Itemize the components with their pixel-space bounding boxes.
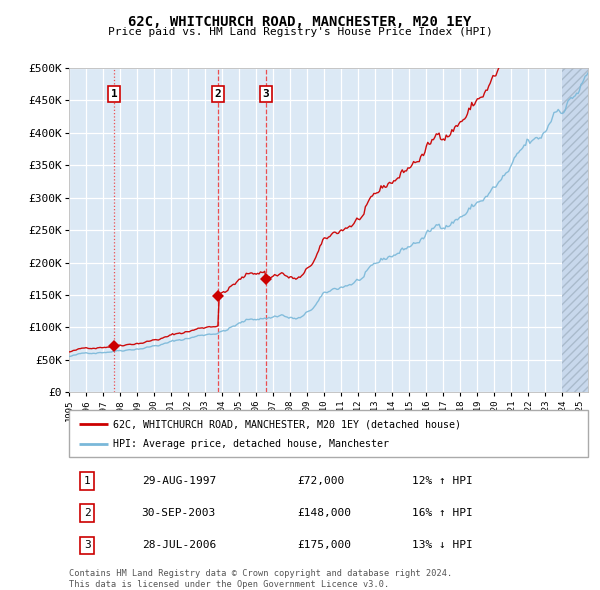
Text: 1: 1 [84, 476, 91, 486]
Text: Contains HM Land Registry data © Crown copyright and database right 2024.
This d: Contains HM Land Registry data © Crown c… [69, 569, 452, 589]
Text: 3: 3 [263, 89, 269, 99]
Text: 62C, WHITCHURCH ROAD, MANCHESTER, M20 1EY: 62C, WHITCHURCH ROAD, MANCHESTER, M20 1E… [128, 15, 472, 29]
Bar [562, 68, 588, 392]
Text: HPI: Average price, detached house, Manchester: HPI: Average price, detached house, Manc… [113, 439, 389, 449]
Text: 2: 2 [84, 509, 91, 518]
Text: 2: 2 [215, 89, 221, 99]
FancyBboxPatch shape [69, 410, 588, 457]
Text: 3: 3 [84, 540, 91, 550]
Text: £175,000: £175,000 [298, 540, 352, 550]
Text: Price paid vs. HM Land Registry's House Price Index (HPI): Price paid vs. HM Land Registry's House … [107, 27, 493, 37]
Text: 62C, WHITCHURCH ROAD, MANCHESTER, M20 1EY (detached house): 62C, WHITCHURCH ROAD, MANCHESTER, M20 1E… [113, 419, 461, 429]
Text: 16% ↑ HPI: 16% ↑ HPI [412, 509, 472, 518]
Text: 12% ↑ HPI: 12% ↑ HPI [412, 476, 472, 486]
Text: £148,000: £148,000 [298, 509, 352, 518]
Text: £72,000: £72,000 [298, 476, 344, 486]
Text: 13% ↓ HPI: 13% ↓ HPI [412, 540, 472, 550]
Text: 30-SEP-2003: 30-SEP-2003 [142, 509, 216, 518]
Text: 28-JUL-2006: 28-JUL-2006 [142, 540, 216, 550]
Text: 1: 1 [111, 89, 118, 99]
Text: 29-AUG-1997: 29-AUG-1997 [142, 476, 216, 486]
